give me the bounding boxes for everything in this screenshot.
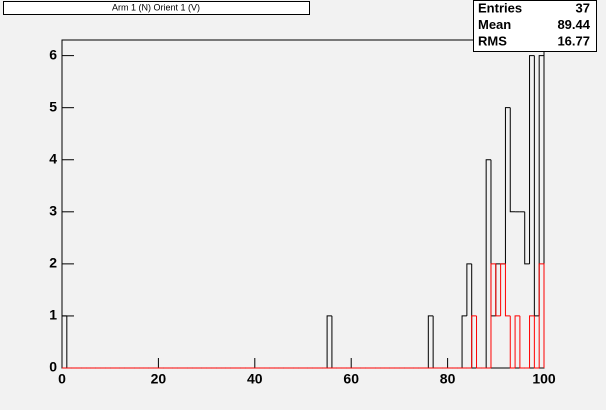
stat-label: Entries (478, 0, 522, 15)
histogram-bin (61, 315, 67, 368)
stat-value: 89.44 (557, 17, 590, 32)
x-tick-label: 80 (440, 371, 456, 387)
histogram-bin (519, 315, 525, 369)
x-tick-label: 40 (247, 371, 263, 387)
histogram-bin (495, 263, 501, 317)
x-tick-label: 60 (343, 371, 359, 387)
title-box (3, 1, 310, 15)
y-tick-label: 5 (49, 98, 57, 114)
histogram-bin (538, 263, 545, 368)
histogram-bin (509, 107, 516, 213)
x-tick-label: 0 (58, 371, 66, 387)
chart-title: Arm 1 (N) Orient 1 (V) (112, 2, 200, 12)
histogram-bin (326, 315, 332, 368)
histogram-bin (471, 315, 477, 368)
y-tick-label: 2 (49, 255, 57, 271)
histogram-bin (490, 263, 496, 368)
histogram-bin (504, 263, 511, 317)
histogram-bin (476, 315, 482, 369)
histogram-bin (466, 263, 472, 316)
stat-label: Mean (478, 17, 511, 32)
histogram-bin (509, 315, 516, 369)
histogram-bin (504, 107, 511, 264)
y-tick-label: 6 (49, 46, 57, 62)
x-tick-label: 20 (151, 371, 167, 387)
histogram-bin (533, 315, 540, 369)
x-tick-label: 100 (532, 371, 556, 387)
histogram-bin (500, 263, 506, 316)
y-tick-label: 1 (49, 307, 57, 323)
y-tick-label: 3 (49, 203, 57, 219)
histogram-bin (524, 211, 530, 265)
y-tick-label: 0 (49, 359, 57, 375)
histogram-bin (514, 315, 520, 368)
stat-value: 37 (576, 0, 590, 15)
histogram-bin (529, 315, 535, 368)
stat-value: 16.77 (557, 33, 590, 48)
histogram-bin (538, 55, 545, 368)
y-tick-label: 4 (49, 150, 57, 166)
histogram-bin (427, 315, 434, 368)
plot-frame (61, 39, 545, 369)
histogram-bin (485, 159, 491, 368)
stat-label: RMS (478, 33, 507, 48)
histogram-bin (529, 55, 535, 264)
histogram-bin (461, 315, 467, 368)
stats-box (473, 0, 597, 52)
